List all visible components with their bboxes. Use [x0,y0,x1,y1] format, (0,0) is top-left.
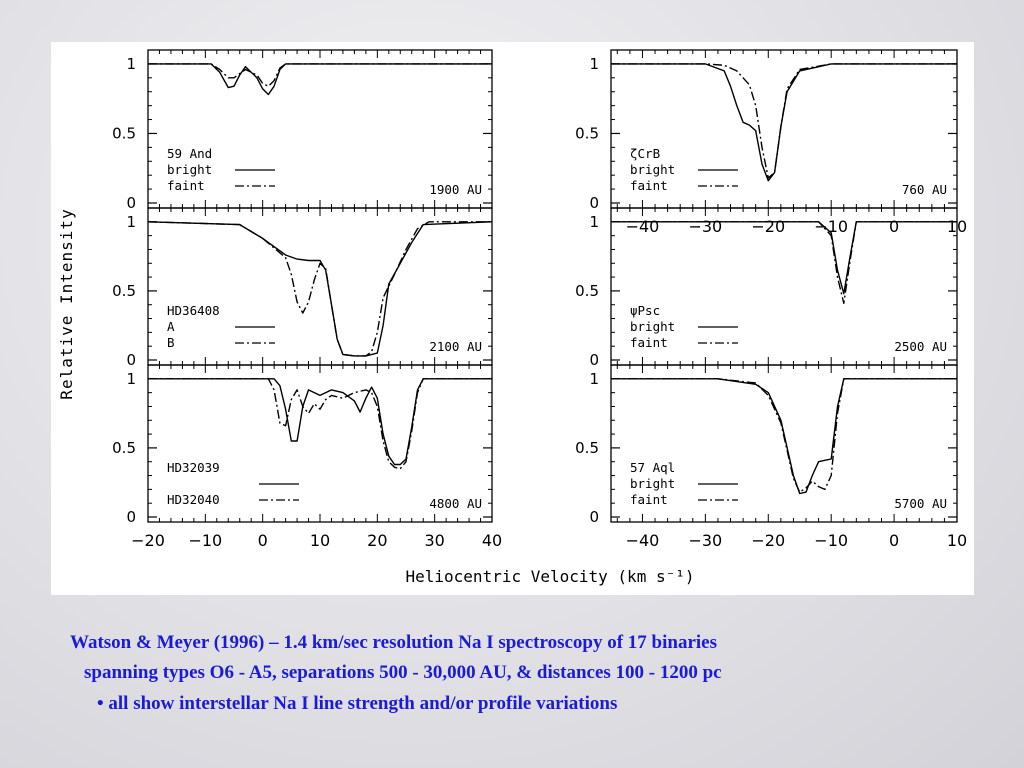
series-line-faint [148,64,492,86]
y-tick-label: 0.5 [112,124,136,142]
x-tick-label: −40 [626,217,660,236]
panel-star-label: ζCrB [630,146,660,161]
y-tick-label: 1 [126,370,136,388]
series-line-faint [611,64,957,178]
x-tick-label: 40 [482,531,502,550]
legend-label-faint: faint [630,335,668,350]
panel-star-label: HD32039 [167,460,220,475]
caption-line-1: Watson & Meyer (1996) – 1.4 km/sec resol… [70,632,1024,654]
x-tick-label: 20 [367,531,387,550]
series-line-hd32040 [148,379,492,469]
panel-star-label: 59 And [167,146,212,161]
panel-separation-label: 2500 AU [894,339,947,354]
y-tick-label: 1 [589,55,599,73]
y-tick-label: 0 [126,351,136,369]
legend-label-bright: bright [630,476,675,491]
x-axis-title: Heliocentric Velocity (km s⁻¹) [406,567,695,586]
legend-label-faint: faint [630,178,668,193]
legend-label-faint: faint [630,492,668,507]
x-tick-label: 10 [947,531,967,550]
caption-line-3: • all show interstellar Na I line streng… [97,693,1024,715]
x-tick-label: −10 [188,531,222,550]
y-tick-label: 0 [126,508,136,526]
panel-separation-label: 5700 AU [894,496,947,511]
y-tick-label: 1 [589,370,599,388]
panel-star-label: HD36408 [167,303,220,318]
panel-star-label: ψPsc [630,303,660,318]
y-tick-label: 1 [589,213,599,231]
x-tick-label: −10 [814,531,848,550]
y-tick-label: 0 [589,194,599,212]
spectra-chart: Relative Intensity Heliocentric Velocity… [51,42,974,595]
x-tick-label: −20 [131,531,165,550]
panel-separation-label: 1900 AU [429,182,482,197]
y-tick-label: 0 [589,351,599,369]
x-tick-label: −30 [688,531,722,550]
y-tick-label: 1 [126,55,136,73]
y-tick-label: 0 [126,194,136,212]
series-line-hd32039 [148,379,492,465]
y-tick-label: 0.5 [112,439,136,457]
panel-separation-label: 760 AU [902,182,947,197]
legend-label-bright: bright [167,162,212,177]
legend-label-b: B [167,335,175,350]
panel-separation-label: 2100 AU [429,339,482,354]
x-tick-label: −20 [751,217,785,236]
panel-separation-label: 4800 AU [429,496,482,511]
series-line-bright [148,64,492,95]
panel-star-label: 57 Aql [630,460,675,475]
x-tick-label: 10 [310,531,330,550]
series-line-b [148,222,492,356]
spectra-figure: Relative Intensity Heliocentric Velocity… [51,42,974,595]
caption-line-2: spanning types O6 - A5, separations 500 … [84,662,1024,684]
legend-label-bright: bright [630,162,675,177]
y-tick-label: 0.5 [112,282,136,300]
x-tick-label: −40 [626,531,660,550]
legend-label-hd32040: HD32040 [167,492,220,507]
y-axis-title: Relative Intensity [57,208,76,399]
legend-label-faint: faint [167,178,205,193]
x-tick-label: −20 [751,531,785,550]
y-tick-label: 0 [589,508,599,526]
y-tick-label: 0.5 [575,282,599,300]
x-tick-label: 30 [424,531,444,550]
x-tick-label: 0 [258,531,268,550]
y-tick-label: 0.5 [575,124,599,142]
x-tick-label: 0 [889,531,899,550]
x-tick-label: 0 [889,217,899,236]
y-tick-label: 1 [126,213,136,231]
series-line-a [148,222,492,356]
x-tick-label: −30 [688,217,722,236]
y-tick-label: 0.5 [575,439,599,457]
legend-label-bright: bright [630,319,675,334]
legend-label-a: A [167,319,175,334]
